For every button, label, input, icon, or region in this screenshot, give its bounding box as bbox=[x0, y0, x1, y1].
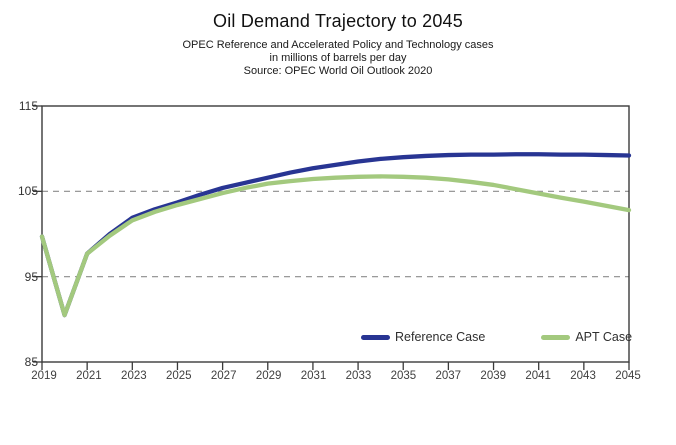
legend-item-apt-case: APT Case bbox=[541, 330, 632, 344]
legend-label-apt-case: APT Case bbox=[575, 330, 633, 344]
chart-subtitle-cases: OPEC Reference and Accelerated Policy an… bbox=[182, 39, 494, 51]
y-axis-label-115: 115 bbox=[18, 99, 38, 113]
y-axis-label-95: 95 bbox=[24, 270, 38, 284]
x-axis-label: 2023 bbox=[121, 370, 147, 382]
x-axis-label: 2037 bbox=[435, 370, 462, 382]
x-axis-label: 2027 bbox=[210, 370, 237, 382]
legend-item-reference-case: Reference Case bbox=[361, 330, 485, 344]
chart-title: Oil Demand Trajectory to 2045 bbox=[213, 11, 463, 31]
chart-subtitle-units: in millions of barrels per day bbox=[269, 52, 407, 64]
plot-frame bbox=[41, 105, 630, 363]
x-axis-labels: 2019 2021 2023 2025 2027 2029 2031 2033 … bbox=[28, 370, 644, 382]
legend-label-reference-case: Reference Case bbox=[395, 330, 486, 344]
y-axis-label-105: 105 bbox=[17, 184, 38, 198]
x-axis-label: 2043 bbox=[570, 370, 596, 382]
apt-case-line-swatch bbox=[541, 334, 571, 340]
x-axis-label: 2031 bbox=[300, 370, 327, 382]
x-axis-label: 2033 bbox=[345, 370, 372, 382]
series-line-apt-case bbox=[39, 174, 632, 318]
chart-subtitle-source: Source: OPEC World Oil Outlook 2020 bbox=[243, 65, 433, 77]
x-axis-label: 2041 bbox=[525, 370, 551, 382]
series-line-reference-case bbox=[39, 152, 632, 318]
chart-header: Oil Demand Trajectory to 2045 OPEC Refer… bbox=[0, 11, 676, 78]
y-axis-label-85: 85 bbox=[24, 355, 38, 369]
x-axis-label: 2021 bbox=[76, 370, 102, 382]
x-axis-label: 2019 bbox=[31, 370, 57, 382]
x-axis-label: 2029 bbox=[255, 370, 282, 382]
x-axis-label: 2035 bbox=[390, 370, 417, 382]
x-axis-label: 2039 bbox=[480, 370, 507, 382]
chart-legend: Reference Case APT Case bbox=[361, 330, 632, 344]
x-axis-label: 2045 bbox=[615, 370, 641, 382]
reference-case-line-swatch bbox=[361, 334, 390, 340]
x-axis-label: 2025 bbox=[165, 370, 192, 382]
